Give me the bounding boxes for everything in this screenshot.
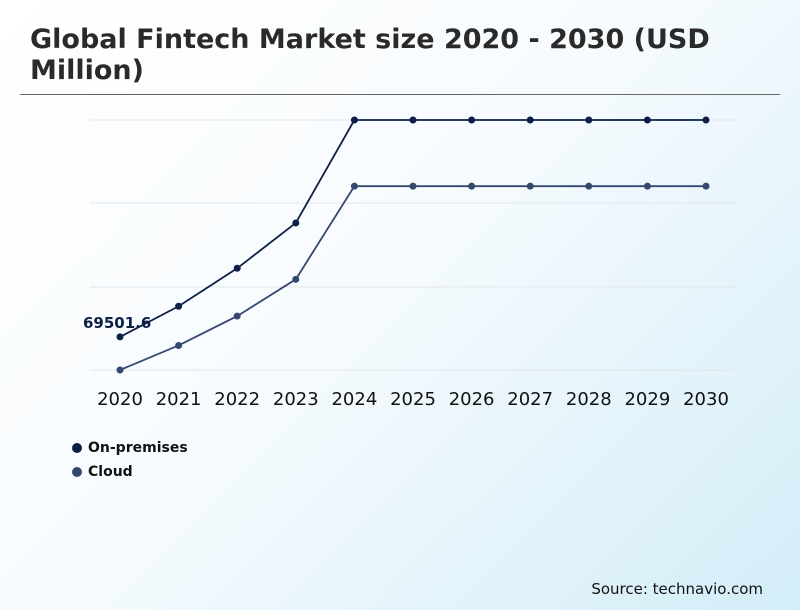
data-point-cloud-2030 <box>702 182 710 190</box>
x-tick-label-2021: 2021 <box>156 389 202 410</box>
data-point-on-premises-2020 <box>116 333 124 341</box>
legend-marker-on-premises <box>72 443 82 453</box>
series-line-cloud <box>119 185 706 371</box>
title-divider <box>20 94 780 95</box>
x-tick-label-2022: 2022 <box>214 389 260 410</box>
data-point-on-premises-2022 <box>233 264 241 272</box>
legend-item-cloud[interactable]: Cloud <box>72 460 188 484</box>
x-tick-label-2024: 2024 <box>331 389 377 410</box>
x-tick-label-2023: 2023 <box>273 389 319 410</box>
chart-title: Global Fintech Market size 2020 - 2030 (… <box>30 24 710 86</box>
x-tick-label-2025: 2025 <box>390 389 436 410</box>
data-point-on-premises-2027 <box>526 116 534 124</box>
data-point-on-premises-2029 <box>643 116 651 124</box>
data-point-cloud-2025 <box>409 182 417 190</box>
x-tick-label-2030: 2030 <box>683 389 729 410</box>
data-point-on-premises-2026 <box>468 116 476 124</box>
data-point-cloud-2028 <box>585 182 593 190</box>
data-point-on-premises-2021 <box>175 302 183 310</box>
data-point-on-premises-2028 <box>585 116 593 124</box>
data-label-0: 69501.6 <box>83 314 151 332</box>
data-point-cloud-2022 <box>233 312 241 320</box>
legend-label-on-premises: On-premises <box>88 440 188 456</box>
data-point-on-premises-2024 <box>350 116 358 124</box>
data-point-on-premises-2030 <box>702 116 710 124</box>
x-tick-label-2020: 2020 <box>97 389 143 410</box>
data-point-cloud-2029 <box>643 182 651 190</box>
legend-label-cloud: Cloud <box>88 464 133 480</box>
legend-item-on-premises[interactable]: On-premises <box>72 436 188 460</box>
x-tick-label-2029: 2029 <box>624 389 670 410</box>
source-note: Source: technavio.com <box>591 580 763 598</box>
data-point-on-premises-2023 <box>292 219 300 227</box>
x-tick-label-2026: 2026 <box>449 389 495 410</box>
data-point-on-premises-2025 <box>409 116 417 124</box>
data-point-cloud-2020 <box>116 366 124 374</box>
data-point-cloud-2023 <box>292 275 300 283</box>
data-point-cloud-2021 <box>175 341 183 349</box>
x-tick-label-2027: 2027 <box>507 389 553 410</box>
data-point-cloud-2027 <box>526 182 534 190</box>
data-point-cloud-2026 <box>468 182 476 190</box>
legend: On-premises Cloud <box>72 436 188 484</box>
legend-marker-cloud <box>72 467 82 477</box>
series-line-on-premises <box>119 119 706 338</box>
data-point-cloud-2024 <box>350 182 358 190</box>
x-tick-label-2028: 2028 <box>566 389 612 410</box>
